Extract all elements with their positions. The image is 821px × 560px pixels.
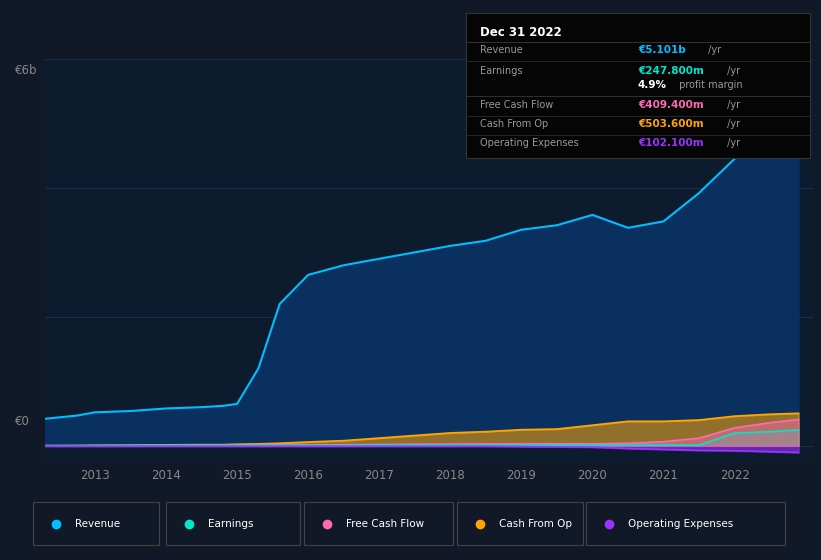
Bar <box>304 502 453 545</box>
Bar <box>456 502 583 545</box>
Text: /yr: /yr <box>724 66 741 76</box>
Text: Earnings: Earnings <box>480 66 522 76</box>
Bar <box>167 502 300 545</box>
Text: Revenue: Revenue <box>480 45 523 55</box>
Text: €6b: €6b <box>15 63 37 77</box>
Text: €247.800m: €247.800m <box>638 66 704 76</box>
Text: Free Cash Flow: Free Cash Flow <box>346 519 424 529</box>
Bar <box>33 502 158 545</box>
Bar <box>586 502 785 545</box>
Text: Earnings: Earnings <box>209 519 254 529</box>
Text: Dec 31 2022: Dec 31 2022 <box>480 26 562 39</box>
Text: €102.100m: €102.100m <box>638 138 704 148</box>
Text: /yr: /yr <box>724 138 741 148</box>
Text: profit margin: profit margin <box>677 80 743 90</box>
Text: /yr: /yr <box>705 45 722 55</box>
Text: €409.400m: €409.400m <box>638 100 704 110</box>
Text: €0: €0 <box>15 414 30 428</box>
Text: Operating Expenses: Operating Expenses <box>628 519 734 529</box>
Text: /yr: /yr <box>724 119 741 129</box>
Text: 4.9%: 4.9% <box>638 80 667 90</box>
Text: /yr: /yr <box>724 100 741 110</box>
Text: €503.600m: €503.600m <box>638 119 704 129</box>
Text: Operating Expenses: Operating Expenses <box>480 138 579 148</box>
Text: Free Cash Flow: Free Cash Flow <box>480 100 553 110</box>
Text: Cash From Op: Cash From Op <box>498 519 571 529</box>
Text: €5.101b: €5.101b <box>638 45 686 55</box>
Text: Revenue: Revenue <box>75 519 120 529</box>
Text: Cash From Op: Cash From Op <box>480 119 548 129</box>
